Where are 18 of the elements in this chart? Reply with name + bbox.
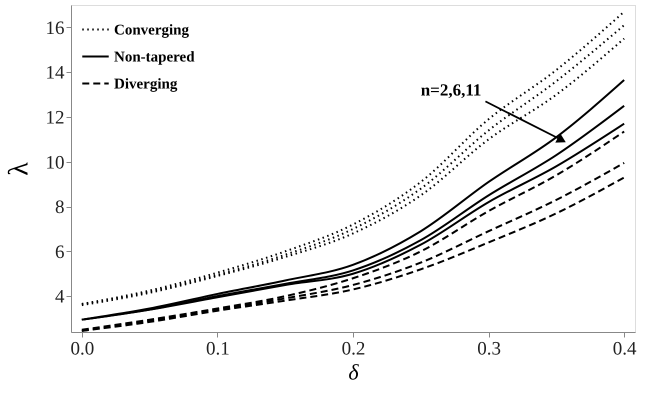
x-axis-title: δ — [348, 360, 360, 384]
legend-label: Diverging — [114, 76, 178, 92]
y-tick-label: 12 — [46, 107, 64, 128]
x-tick-label: 0.1 — [206, 338, 230, 360]
y-axis-title: λ — [4, 162, 34, 176]
y-tick-label: 10 — [46, 152, 64, 174]
x-tick-label: 0.0 — [70, 338, 94, 360]
x-tick-label: 0.3 — [477, 338, 501, 360]
legend-label: Non-tapered — [114, 50, 196, 66]
y-tick-label: 6 — [55, 242, 64, 263]
legend-label: Converging — [114, 22, 190, 38]
x-tick-label: 0.4 — [612, 338, 638, 360]
x-tick-label: 0.2 — [342, 338, 366, 360]
y-tick-label: 8 — [55, 197, 64, 218]
y-tick-label: 16 — [46, 18, 64, 39]
y-tick-label: 4 — [55, 286, 65, 308]
y-tick-label: 14 — [46, 62, 65, 84]
annotation: n=2,6,11 — [420, 80, 482, 100]
